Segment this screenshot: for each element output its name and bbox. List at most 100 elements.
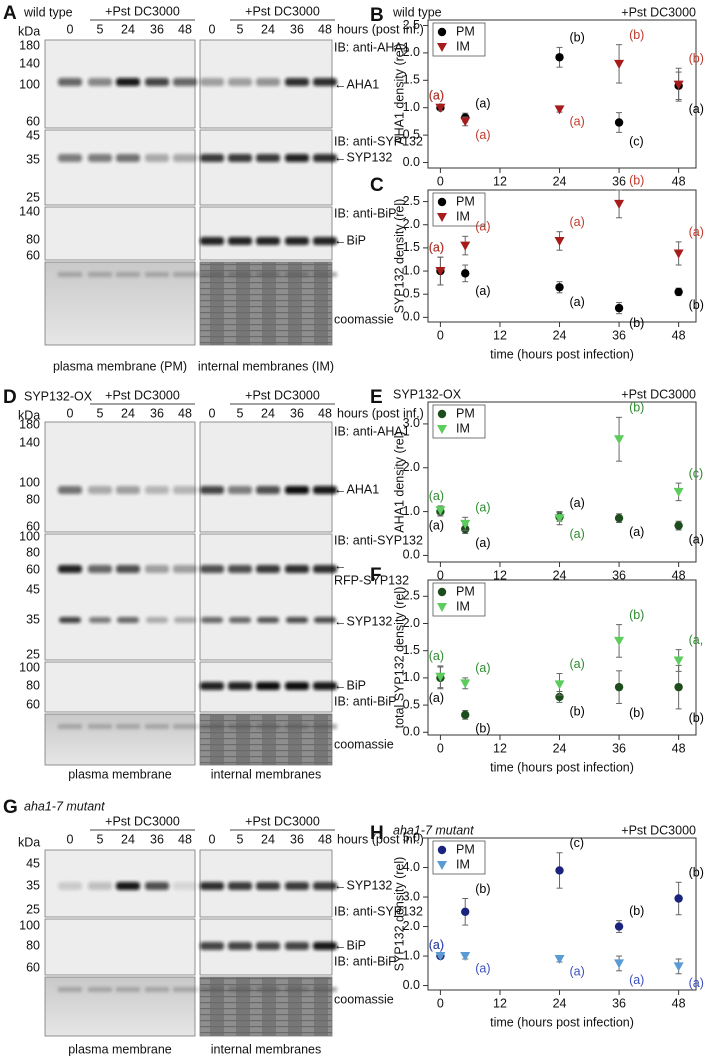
x-tick-label: 24 <box>553 996 567 1010</box>
point-label: (a) <box>475 220 490 234</box>
band <box>89 617 111 623</box>
band <box>145 565 169 573</box>
row-label: ← <box>334 558 347 572</box>
band <box>173 987 197 992</box>
point <box>435 506 446 516</box>
blot-panel <box>199 129 333 206</box>
band <box>228 942 252 950</box>
y-tick-label: 4.0 <box>403 860 420 874</box>
band <box>228 78 252 86</box>
kda-marker: 45 <box>26 856 40 870</box>
point-label: (a) <box>429 489 444 503</box>
point <box>435 672 446 682</box>
y-tick-label: 1.5 <box>403 643 420 657</box>
point-label: (b) <box>570 705 585 719</box>
point <box>437 861 447 870</box>
point <box>614 199 625 209</box>
chart-title: aha1-7 mutant <box>393 823 474 837</box>
kda-marker: 35 <box>26 878 40 892</box>
y-tick-label: 0.0 <box>403 155 420 169</box>
x-axis-label: time (hours post infection) <box>490 1015 634 1029</box>
y-tick-label: 2.5 <box>403 18 420 32</box>
point-label: (a) <box>689 102 704 116</box>
band <box>313 882 337 890</box>
band <box>58 724 82 729</box>
band <box>200 987 224 992</box>
band <box>256 272 280 277</box>
point-label: (a) <box>475 961 490 975</box>
band <box>200 154 224 162</box>
band <box>313 987 337 992</box>
point <box>674 287 683 297</box>
band <box>256 565 280 573</box>
band <box>285 78 309 86</box>
lane-label: 24 <box>261 406 275 420</box>
band <box>200 682 224 690</box>
point <box>460 241 471 251</box>
band <box>116 154 140 162</box>
kda-marker: 25 <box>26 190 40 204</box>
band <box>228 682 252 690</box>
membrane-label: internal membranes <box>211 767 321 781</box>
treatment-label: +Pst DC3000 <box>105 4 180 18</box>
treatment-label: +Pst DC3000 <box>245 814 320 828</box>
band <box>117 617 139 623</box>
kda-marker: 45 <box>26 582 40 596</box>
band <box>200 942 224 950</box>
point <box>460 952 471 962</box>
x-tick-label: 12 <box>493 996 507 1010</box>
point <box>614 303 624 313</box>
x-tick-label: 24 <box>553 328 567 342</box>
membrane-label: plasma membrane <box>68 767 172 781</box>
legend-label: PM <box>456 24 475 38</box>
lane-label: 48 <box>318 22 332 36</box>
kda-marker: 35 <box>26 612 40 626</box>
band <box>116 882 140 890</box>
band <box>285 272 309 277</box>
legend-box <box>432 582 486 617</box>
row-label: coomassie <box>334 312 394 326</box>
band <box>285 987 309 992</box>
point-label: (a) <box>689 976 704 990</box>
point <box>614 682 624 692</box>
chart-subtitle: +Pst DC3000 <box>621 823 696 837</box>
legend-box <box>432 404 486 439</box>
chart-subtitle: +Pst DC3000 <box>621 387 696 401</box>
treatment-label: +Pst DC3000 <box>105 388 180 402</box>
plot-frame <box>427 189 697 323</box>
y-tick-label: 3.0 <box>403 416 420 430</box>
band <box>88 882 112 890</box>
point-label: (c) <box>570 836 585 850</box>
band <box>88 154 112 162</box>
y-tick-label: 5.0 <box>403 830 420 844</box>
point-label: (a) <box>429 938 444 952</box>
band <box>88 272 112 277</box>
lane-label: 36 <box>150 406 164 420</box>
point <box>554 236 565 246</box>
kda-marker: 180 <box>19 38 40 52</box>
kda-marker: 80 <box>26 492 40 506</box>
panel-label: B <box>370 5 384 26</box>
band <box>256 987 280 992</box>
point <box>673 962 684 972</box>
lane-label: 5 <box>97 406 104 420</box>
point-label: (a) <box>629 973 644 987</box>
point-label: (b) <box>570 31 585 45</box>
membrane-label: internal membranes <box>211 1042 321 1056</box>
point <box>673 487 684 497</box>
x-tick-label: 0 <box>437 996 444 1010</box>
band <box>145 78 169 86</box>
membrane-label: plasma membrane <box>68 1042 172 1056</box>
blot-panel <box>44 533 196 661</box>
band <box>145 724 169 729</box>
row-label: IB: anti-AHA1 <box>334 40 410 54</box>
row-label: ←SYP132 <box>334 614 392 628</box>
x-tick-label: 36 <box>612 741 626 755</box>
kda-marker: 140 <box>19 56 40 70</box>
legend-box <box>432 22 486 57</box>
band <box>257 617 279 623</box>
lane-label: 5 <box>237 22 244 36</box>
y-tick-label: 3.0 <box>403 889 420 903</box>
x-tick-label: 24 <box>553 568 567 582</box>
panel-label: C <box>370 175 384 196</box>
